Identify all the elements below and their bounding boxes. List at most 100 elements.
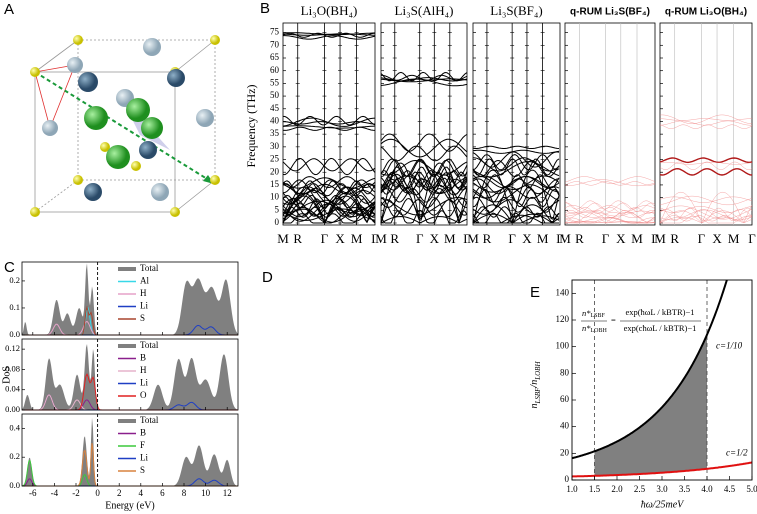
ratio-curve [572,280,728,460]
x-tick-label: 4 [139,488,144,498]
phonon-band [472,206,560,218]
phonon-band [282,158,376,172]
y-tick-label: 40 [560,421,570,431]
x-tick-label: 8 [182,488,187,498]
phonon-band [564,211,656,218]
phonon-band [380,196,468,216]
phonon-band [473,214,559,224]
legend-label: B [140,353,146,363]
eq-part: n* [582,323,591,333]
k-point-label: R [670,231,679,246]
phonon-band [380,71,468,82]
phonon-band [659,118,753,121]
y-tick-label: 60 [270,65,280,75]
phonon-band [564,176,656,184]
k-point-label: Γ [698,231,706,246]
phonon-band [472,161,560,178]
phonon-band [282,121,376,125]
k-point-label: Γ [508,231,516,246]
k-point-label: M [559,231,571,246]
phonon-band [283,35,376,40]
k-point-label: M [351,231,363,246]
atom [139,141,157,159]
plot-frame [659,22,753,226]
x-tick-label: -4 [51,488,59,498]
k-point-label: R [483,231,492,246]
phonon-band [659,207,753,222]
y-tick-label: 25 [270,154,280,164]
legend-label: H [140,365,147,375]
panel-label: B [260,0,270,17]
x-tick-label: 3.0 [656,484,668,494]
phonon-band [380,133,468,152]
phonon-band [659,215,753,222]
cube-edge [34,179,79,213]
eq-part: n*LSBF [582,308,606,319]
x-axis-label: Energy (eV) [105,500,155,511]
phonon-band [565,210,656,217]
atom [42,120,58,136]
y-tick-label: 65 [270,52,280,62]
phonon-band [380,174,468,191]
k-point-label: M [654,231,666,246]
phonon-band [564,221,656,224]
phonon-band [282,33,375,36]
y-tick-label: 15 [270,179,280,189]
phonon-band [659,196,753,203]
x-axis-label: ħω/25meV [641,499,685,510]
k-point-label: Γ [321,231,329,246]
phonon-band [472,204,560,224]
panel-title: Li₃S(BF₄) [490,3,542,18]
phonon-band [659,114,753,124]
panel-label: D [262,269,273,286]
panel-labels: A B C D E [4,0,540,301]
phonon-band [659,124,753,129]
y-tick-label: 0.00 [5,404,20,414]
cube-front [34,71,176,213]
x-tick-label: -6 [29,488,37,498]
atom [84,106,108,130]
x-tick-label: 12 [223,488,232,498]
k-point-label: Γ [463,231,471,246]
eq-part: n* [582,308,591,318]
atoms [30,35,220,217]
y-tick-label: 35 [270,128,280,138]
phonon-band [380,169,468,188]
y-tick-label: 70 [270,39,280,49]
phonon-band [282,115,376,126]
atom [151,183,169,201]
phonon-band [282,186,376,204]
phonon-band [564,200,656,210]
phonon-band [282,197,376,216]
y-tick-label: 0.12 [5,343,20,353]
ratio-curve [572,461,752,478]
phonon-band [659,205,753,220]
atom [84,183,102,201]
atom [131,161,141,171]
phonon-band [282,206,376,224]
total-dos-area [22,263,238,335]
k-point-label: R [390,231,399,246]
k-point-label: M [537,231,549,246]
phonon-band [564,206,656,215]
k-point-label: X [335,231,345,246]
plot-frame [564,22,656,226]
legend-label: Li [140,453,148,463]
k-point-label: Γ [602,231,610,246]
label-part: /n [529,380,540,389]
k-point-label: X [430,231,440,246]
phonon-band [659,191,753,224]
x-tick-label: 2.0 [611,484,623,494]
phonon-band [564,211,656,222]
y-tick-label: 140 [556,287,570,297]
y-tick-label: 55 [270,77,280,87]
phonon-band [380,187,468,203]
y-tick-label: 0 [275,217,280,227]
eq-part: LSBF [591,313,606,319]
y-tick-label: 45 [270,103,280,113]
legend-label: Total [140,415,159,425]
y-tick-label: 0.2 [9,275,20,285]
phonon-band [282,157,376,176]
phonon-band [472,169,560,224]
label-part: LSBF [534,387,542,405]
